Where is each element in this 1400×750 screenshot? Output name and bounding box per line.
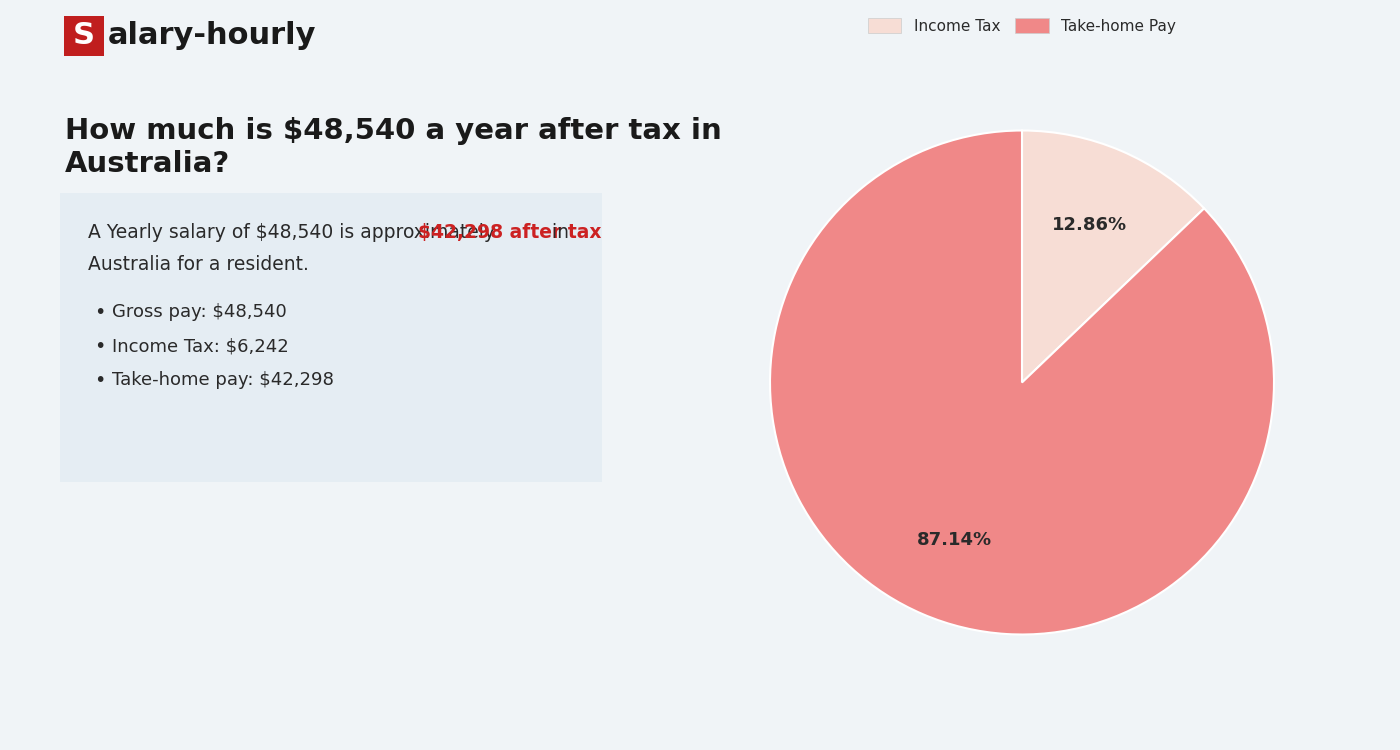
Text: Australia?: Australia? — [64, 150, 230, 178]
Wedge shape — [1022, 130, 1204, 382]
Text: Income Tax: $6,242: Income Tax: $6,242 — [112, 337, 288, 355]
Text: •: • — [94, 371, 105, 390]
Text: •: • — [94, 303, 105, 322]
Wedge shape — [770, 130, 1274, 634]
Text: A Yearly salary of $48,540 is approximately: A Yearly salary of $48,540 is approximat… — [88, 223, 501, 242]
FancyBboxPatch shape — [64, 16, 104, 56]
Text: Australia for a resident.: Australia for a resident. — [88, 255, 309, 274]
Legend: Income Tax, Take-home Pay: Income Tax, Take-home Pay — [862, 12, 1182, 40]
Text: S: S — [73, 22, 95, 50]
Text: Take-home pay: $42,298: Take-home pay: $42,298 — [112, 371, 333, 389]
Text: 12.86%: 12.86% — [1051, 216, 1127, 234]
Text: 87.14%: 87.14% — [917, 531, 993, 549]
Text: Gross pay: $48,540: Gross pay: $48,540 — [112, 303, 287, 321]
Text: in: in — [546, 223, 568, 242]
Text: How much is $48,540 a year after tax in: How much is $48,540 a year after tax in — [64, 117, 722, 145]
Text: •: • — [94, 337, 105, 356]
Text: alary-hourly: alary-hourly — [108, 22, 316, 50]
Text: $42,298 after tax: $42,298 after tax — [419, 223, 602, 242]
FancyBboxPatch shape — [60, 193, 602, 482]
